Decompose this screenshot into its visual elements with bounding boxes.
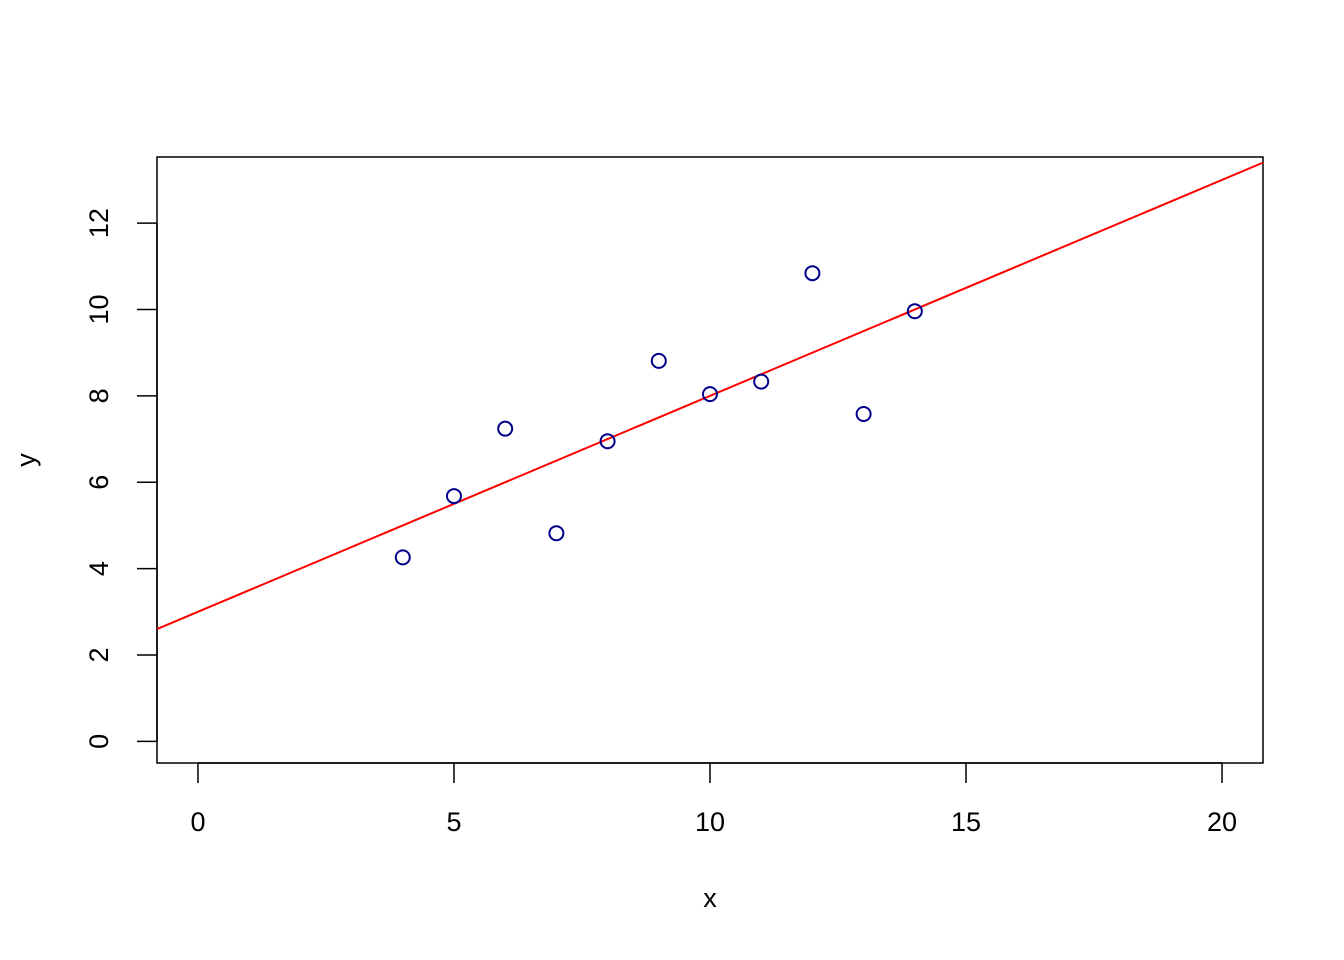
y-tick-label: 10 <box>84 294 114 324</box>
y-tick-label: 0 <box>84 734 114 749</box>
point <box>548 525 565 542</box>
point <box>753 373 770 390</box>
y-tick-label: 2 <box>84 648 114 663</box>
point <box>394 549 411 566</box>
point <box>906 303 923 320</box>
point <box>445 488 462 505</box>
plot-box <box>156 156 1264 764</box>
point <box>804 265 821 282</box>
point <box>497 420 514 437</box>
y-tick-label: 6 <box>84 475 114 490</box>
point <box>599 433 616 450</box>
regression-line <box>156 161 1264 631</box>
y-tick-label: 8 <box>84 388 114 403</box>
point <box>702 386 718 403</box>
y-axis-label: y <box>11 453 41 467</box>
x-tick-label: 10 <box>695 807 725 837</box>
y-tick-label: 12 <box>84 208 114 238</box>
x-axis-label: x <box>703 883 717 913</box>
point <box>650 352 667 369</box>
y-tick-label: 4 <box>84 561 114 576</box>
x-tick-label: 15 <box>951 807 981 837</box>
x-tick-label: 20 <box>1207 807 1237 837</box>
x-tick-label: 5 <box>446 807 461 837</box>
x-tick-label: 0 <box>190 807 205 837</box>
point <box>855 405 872 422</box>
